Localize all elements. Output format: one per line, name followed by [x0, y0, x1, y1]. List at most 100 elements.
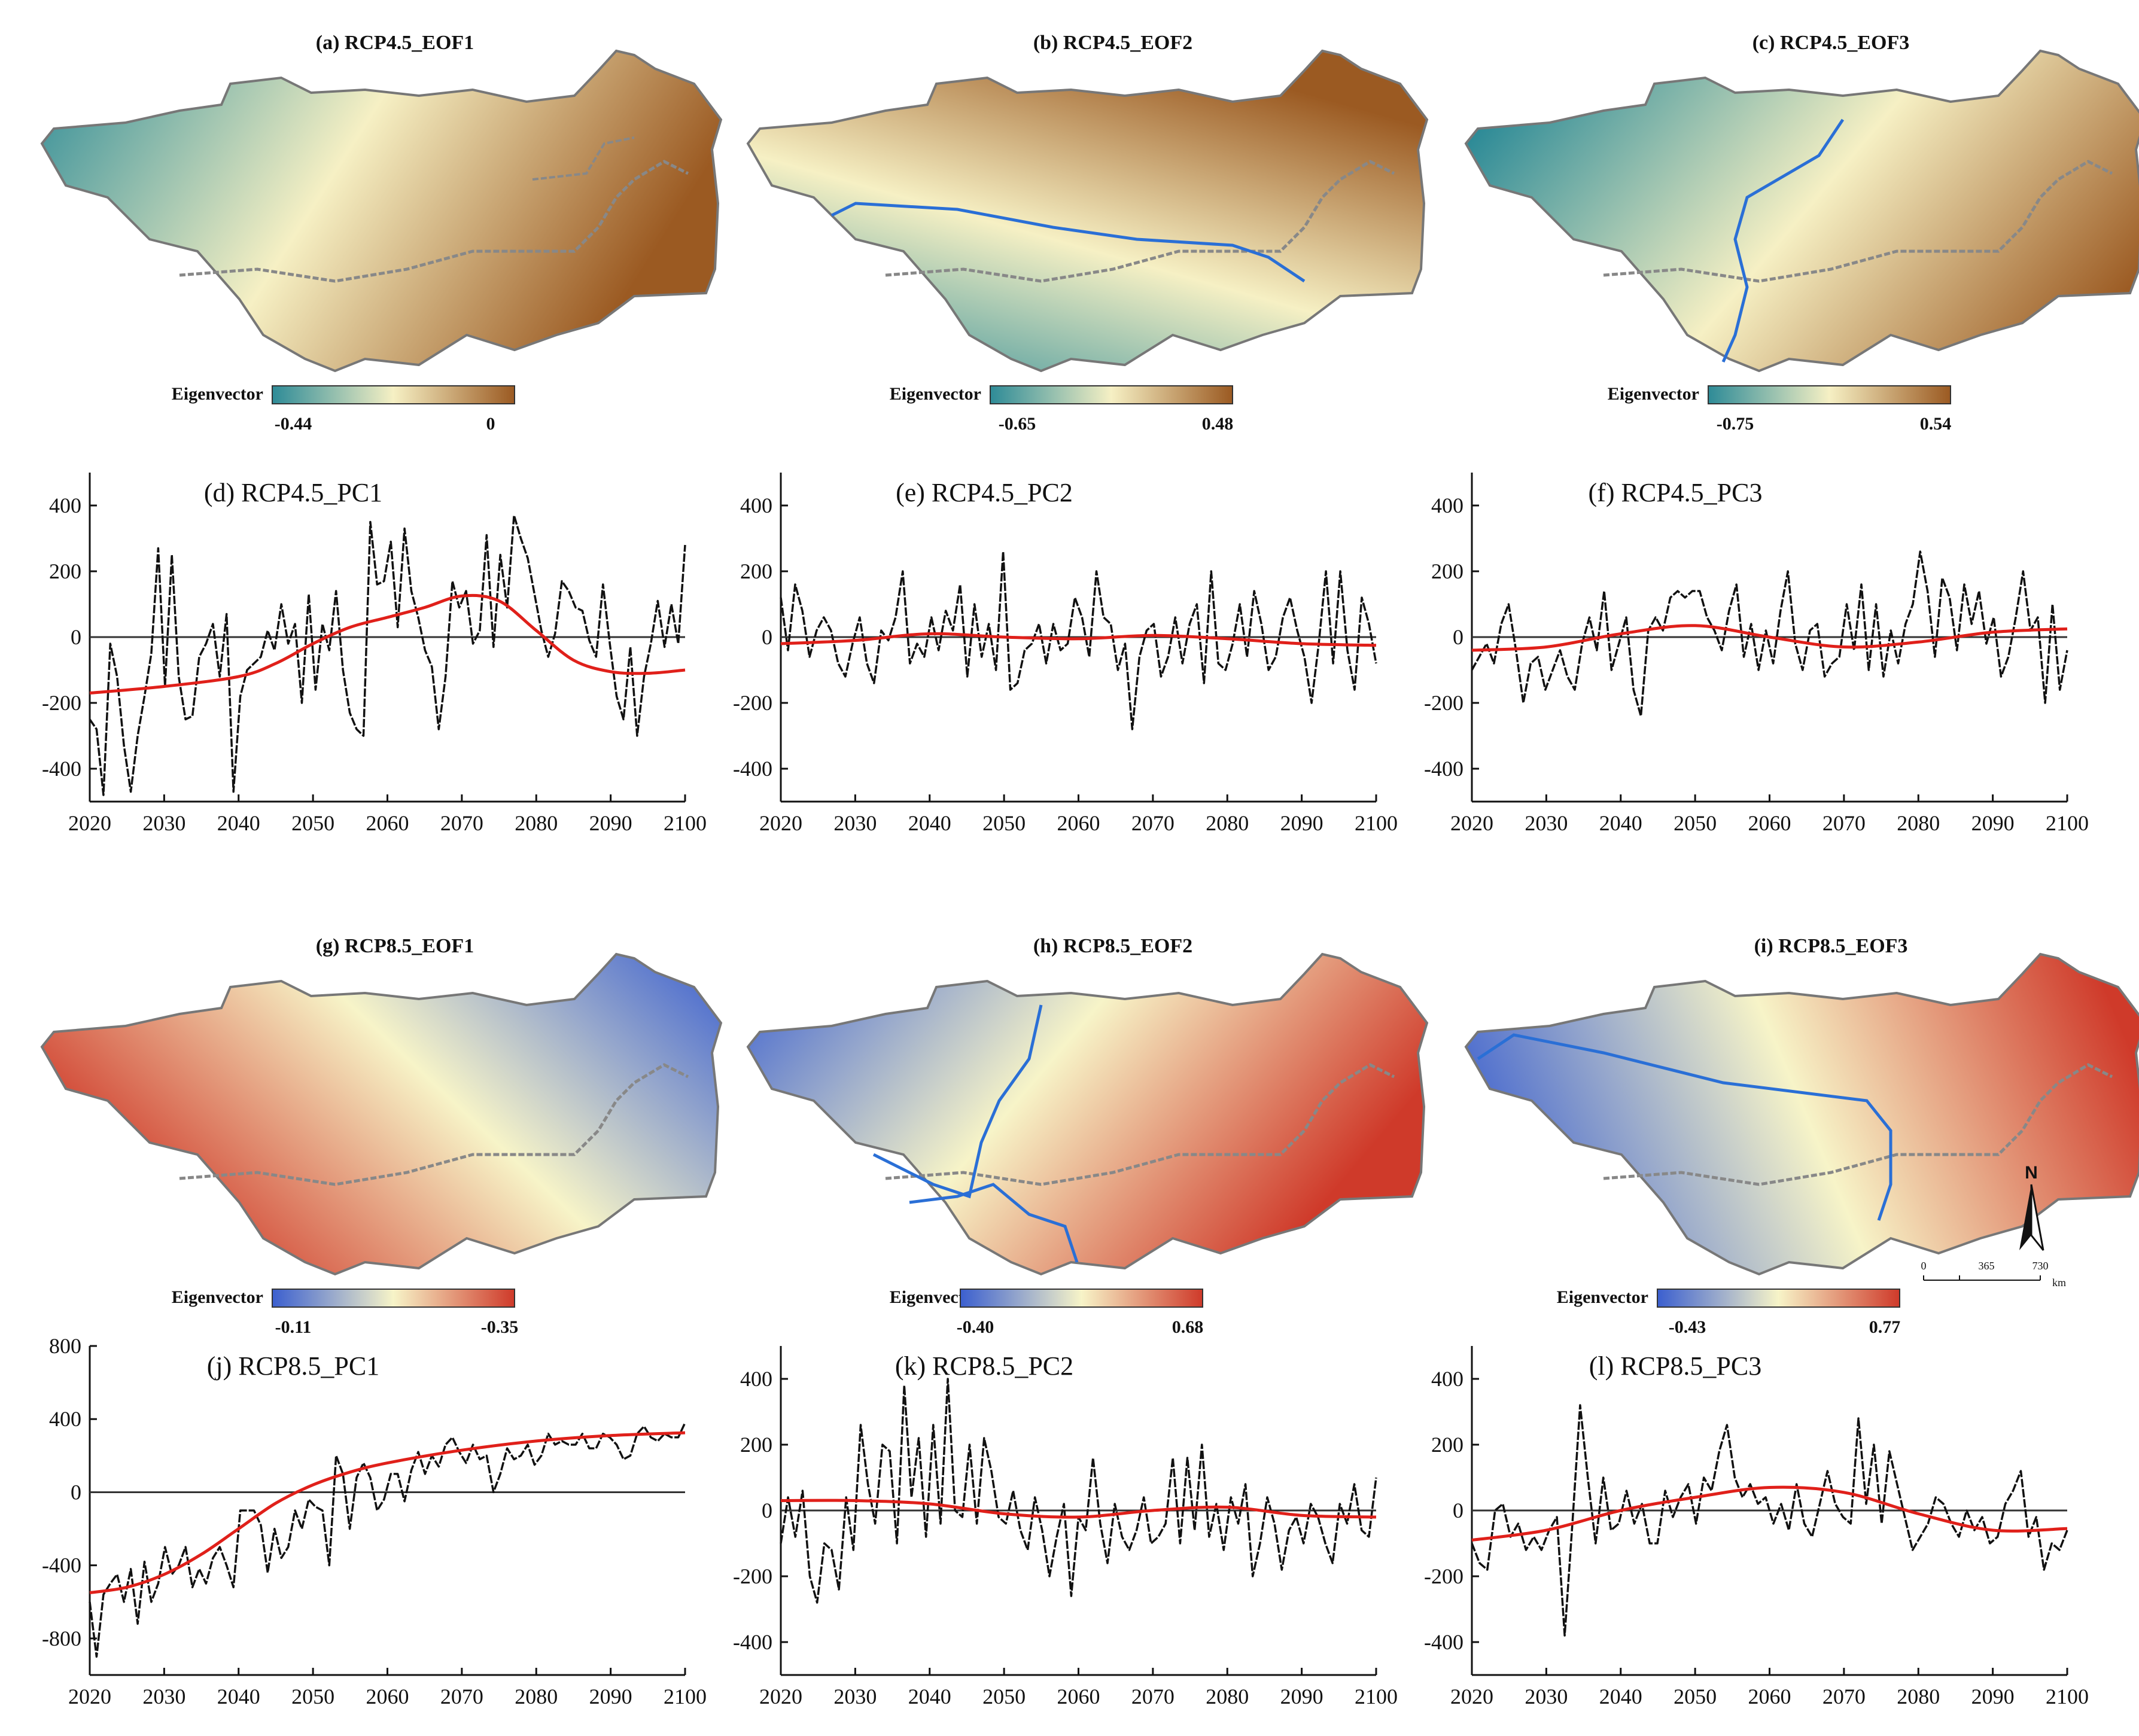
mongolia-map	[1464, 952, 2139, 1276]
north-arrow: N	[2019, 1163, 2044, 1251]
map-panel-c: (c) RCP4.5_EOF3 Eigenvector -0.75 0.54	[1464, 32, 2139, 434]
colorbar: Eigenvector -0.44 0	[172, 384, 515, 434]
x-tick-label: 2090	[589, 811, 632, 835]
y-tick-label: -400	[1424, 1630, 1463, 1654]
map-title: (b) RCP4.5_EOF2	[1033, 32, 1192, 54]
x-tick-label: 2060	[1748, 811, 1791, 835]
x-tick-label: 2050	[291, 811, 334, 835]
chart-title: (j) RCP8.5_PC1	[207, 1351, 380, 1381]
x-tick-label: 2040	[908, 1685, 951, 1708]
river-line	[1477, 1033, 1892, 1221]
x-tick-label: 2050	[291, 1685, 334, 1708]
x-tick-label: 2060	[1057, 1685, 1100, 1708]
north-arrow-icon	[2019, 1184, 2031, 1250]
y-tick-label: 200	[1431, 559, 1463, 583]
chart-title: (f) RCP4.5_PC3	[1589, 478, 1763, 507]
x-tick-label: 2030	[1525, 811, 1568, 835]
colorbar-min-label: -0.75	[1717, 414, 1754, 434]
map-panel-a: (a) RCP4.5_EOF1 Eigenvector -0.44 0	[40, 32, 723, 434]
y-tick-label: 800	[49, 1334, 81, 1358]
y-tick-label: 0	[71, 625, 81, 649]
trend-line	[89, 593, 686, 695]
mongolia-map	[746, 49, 1429, 373]
mongolia-map	[40, 952, 723, 1276]
colorbar-label: Eigenvector	[172, 1287, 263, 1307]
colorbar-min-label: -0.40	[957, 1317, 994, 1337]
pc-series-line	[1471, 1404, 2068, 1637]
x-tick-label: 2090	[1280, 1685, 1323, 1708]
chart-title: (e) RCP4.5_PC2	[896, 478, 1073, 507]
x-tick-label: 2100	[1355, 811, 1398, 835]
y-tick-label: -400	[733, 1630, 772, 1654]
colorbar: Eigenvector -0.65 0.48	[890, 384, 1234, 434]
y-tick-label: 0	[1453, 1499, 1463, 1522]
y-tick-label: -200	[1424, 691, 1463, 715]
x-tick-label: 2090	[589, 1685, 632, 1708]
colorbar-gradient	[960, 1289, 1203, 1308]
x-tick-label: 2040	[1599, 811, 1642, 835]
colorbar-gradient	[990, 385, 1233, 404]
map-title: (c) RCP4.5_EOF3	[1752, 32, 1910, 54]
x-tick-label: 2070	[1131, 1685, 1175, 1708]
border-line	[885, 160, 1395, 283]
y-tick-label: -400	[42, 1554, 81, 1577]
pc-chart-4: -400 -200 0 200 400 2020 2030 2040 2050 2060 2070 2…	[733, 1346, 1398, 1708]
river-line	[1721, 118, 1845, 363]
pc-series-line	[780, 1378, 1377, 1604]
x-tick-label: 2070	[440, 1685, 483, 1708]
y-tick-label: 0	[762, 625, 772, 649]
x-tick-label: 2070	[1131, 811, 1175, 835]
x-tick-label: 2080	[1897, 811, 1940, 835]
x-tick-label: 2040	[908, 811, 951, 835]
y-tick-label: -200	[733, 691, 772, 715]
y-tick-label: 0	[1453, 625, 1463, 649]
scale-tick: 0	[1921, 1260, 1927, 1272]
colorbar-min-label: -0.11	[275, 1317, 312, 1337]
x-tick-label: 2080	[515, 1685, 558, 1708]
mongolia-outline	[40, 49, 723, 373]
mongolia-outline	[746, 49, 1429, 373]
x-tick-label: 2050	[982, 811, 1026, 835]
y-tick-label: -200	[1424, 1564, 1463, 1588]
colorbar-label: Eigenvector	[1608, 384, 1699, 404]
x-tick-label: 2020	[68, 811, 111, 835]
pc-chart-5: -400 -200 0 200 400 2020 2030 2040 2050 2060 2070 2…	[1424, 1346, 2089, 1708]
chart-title: (d) RCP4.5_PC1	[204, 478, 382, 507]
y-tick-label: 400	[740, 494, 772, 517]
y-tick-label: 0	[71, 1480, 81, 1504]
colorbar-gradient	[272, 1289, 515, 1308]
y-tick-label: 200	[740, 1433, 772, 1457]
x-tick-label: 2090	[1280, 811, 1323, 835]
map-title: (g) RCP8.5_EOF1	[316, 935, 474, 957]
trend-line	[780, 632, 1377, 647]
river-line	[830, 202, 1306, 283]
x-tick-label: 2050	[1674, 811, 1717, 835]
colorbar-max-label: 0.68	[1172, 1317, 1204, 1337]
mongolia-map	[40, 49, 723, 373]
x-tick-label: 2020	[759, 1685, 802, 1708]
x-tick-label: 2050	[982, 1685, 1026, 1708]
y-tick-label: -400	[42, 757, 81, 781]
pc-time-series-panels: -400 -200 0 200 400 2020 2030 2040 2050 2060 2070 2…	[42, 473, 2089, 1708]
y-tick-label: 400	[1431, 1367, 1463, 1391]
x-tick-label: 2030	[142, 1685, 185, 1708]
map-title: (h) RCP8.5_EOF2	[1033, 935, 1192, 957]
y-tick-label: 400	[740, 1367, 772, 1391]
x-tick-label: 2100	[2046, 1685, 2089, 1708]
y-tick-label: -800	[42, 1627, 81, 1650]
pc-series-line	[1471, 550, 2068, 717]
scale-tick: 730	[2032, 1260, 2049, 1272]
border-line	[532, 136, 635, 181]
x-tick-label: 2100	[1355, 1685, 1398, 1708]
y-tick-label: 200	[740, 559, 772, 583]
y-tick-label: 200	[49, 559, 81, 583]
colorbar-label: Eigenvector	[1557, 1287, 1648, 1307]
scale-unit: km	[2052, 1277, 2066, 1289]
y-tick-label: -200	[42, 691, 81, 715]
x-tick-label: 2080	[1206, 811, 1249, 835]
x-tick-label: 2100	[664, 1685, 707, 1708]
border-line	[885, 1063, 1395, 1186]
y-tick-label: 400	[49, 1407, 81, 1431]
map-title: (a) RCP4.5_EOF1	[316, 32, 474, 54]
